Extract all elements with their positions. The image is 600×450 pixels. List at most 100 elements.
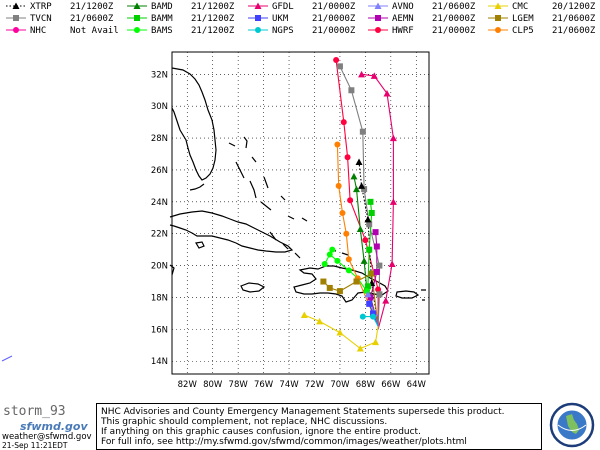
circle-icon: [246, 25, 272, 35]
track-point-aemn: [373, 268, 380, 275]
track-point-cmc: [300, 311, 308, 319]
legend-item-aemn: AEMN 21/0000Z: [366, 13, 475, 25]
map-frame: [171, 51, 430, 375]
circle-icon: [366, 25, 392, 35]
legend-marker-hwrf: [375, 27, 381, 33]
legend-marker-cmc: [494, 2, 502, 9]
track-point-cmc: [356, 344, 364, 352]
lon-tick-label: 80W: [203, 380, 223, 390]
track-point-gfdl: [382, 297, 390, 304]
legend-model-time: 21/0600Z: [432, 2, 476, 12]
cuba-coast: [169, 210, 294, 253]
yucatan-coast: [169, 264, 175, 276]
track-point-xtrp: [364, 215, 372, 223]
legend-marker-bamd: [133, 2, 141, 9]
legend-marker-clp5: [495, 27, 501, 33]
lat-tick-label: 22N: [151, 230, 168, 240]
track-point-gfdl: [389, 134, 397, 142]
lon-tick-label: 82W: [178, 380, 198, 390]
track-point-bams: [321, 261, 328, 268]
track-point-bams: [326, 251, 333, 258]
storm-name: storm_93: [3, 404, 66, 419]
legend-model-name: BAMM: [151, 14, 173, 24]
lon-tick-label: 68W: [356, 380, 376, 390]
track-point-lgem: [336, 288, 343, 295]
track-point-xtrp: [355, 158, 363, 165]
legend-item-lgem: LGEM 21/0600Z: [486, 13, 595, 25]
track-point-bamm: [364, 283, 371, 290]
track-point-lgem: [368, 270, 375, 277]
track-cmc: [304, 314, 379, 350]
disclaimer-line: This graphic should complement, not repl…: [101, 417, 388, 427]
square-icon: [366, 13, 392, 23]
track-point-tvcn: [359, 128, 366, 135]
track-point-bamm: [368, 210, 375, 216]
bahamas-islands: [228, 136, 308, 259]
legend-model-time: 21/1200Z: [191, 2, 235, 12]
legend-item-bamd: BAMD 21/1200Z: [125, 1, 234, 13]
lat-tick-label: 28N: [151, 134, 168, 144]
lat-tick-label: 14N: [151, 357, 168, 367]
track-point-gfdl: [383, 89, 391, 97]
legend-model-time: 20/1200Z: [552, 2, 596, 12]
legend-model-name: CMC: [512, 2, 529, 12]
footer-branding: storm_93 sfwmd.gov weather@sfwmd.gov 21-…: [2, 404, 102, 450]
legend-model-time: 21/0000Z: [432, 14, 476, 24]
legend-model-time: 21/0600Z: [552, 26, 596, 36]
lat-tick-label: 18N: [151, 293, 168, 303]
square-icon: [4, 13, 30, 23]
track-point-hwrf: [344, 154, 351, 161]
legend-model-name: AVNO: [392, 2, 414, 12]
track-point-aemn: [372, 229, 379, 236]
legend-marker-bams: [134, 27, 140, 33]
legend-model-time: 21/0000Z: [312, 26, 356, 36]
circle-icon: [4, 25, 30, 35]
triangle-icon: [246, 1, 272, 11]
triangle-icon: [366, 1, 392, 11]
legend-model-time: 21/1200Z: [191, 26, 235, 36]
legend-marker-ukm: [255, 15, 261, 21]
track-xtrp: [358, 161, 379, 327]
track-point-gfdl: [388, 260, 396, 268]
legend-marker-bamm: [134, 15, 140, 21]
hispaniola-coast: [293, 265, 389, 303]
track-point-hwrf: [375, 286, 382, 293]
track-point-tvcn: [361, 186, 368, 193]
legend-marker-lgem: [495, 15, 501, 21]
legend-model-time: Not Avail: [70, 26, 119, 36]
legend-model-name: LGEM: [512, 14, 534, 24]
legend-model-name: XTRP: [30, 2, 52, 12]
legend-model-name: BAMS: [151, 26, 173, 36]
triangle-icon: [486, 1, 512, 11]
lon-tick-label: 64W: [407, 380, 427, 390]
legend-item-xtrp: XTRP 21/1200Z: [4, 1, 113, 13]
legend-model-time: 21/1200Z: [191, 14, 235, 24]
triangle-icon: [4, 1, 30, 11]
track-point-bams: [345, 267, 352, 274]
legend-marker-avno: [374, 2, 382, 9]
lat-tick-label: 26N: [151, 166, 168, 176]
contact-email[interactable]: weather@sfwmd.gov: [2, 432, 92, 442]
lat-tick-label: 24N: [151, 198, 168, 208]
track-point-bamm: [366, 246, 373, 253]
florida-keys: [189, 183, 205, 191]
track-point-tvcn: [366, 221, 373, 228]
circle-icon: [125, 25, 151, 35]
track-point-cmc: [372, 338, 380, 346]
square-icon: [246, 13, 272, 23]
lon-tick-label: 74W: [279, 380, 299, 390]
legend-model-name: AEMN: [392, 14, 414, 24]
legend-marker-tvcn: [13, 15, 19, 21]
legend-model-time: 21/1200Z: [70, 2, 114, 12]
forecast-markers: [300, 56, 397, 352]
legend-item-nhc: NHC Not Avail: [4, 25, 119, 37]
lon-tick-label: 66W: [381, 380, 401, 390]
track-point-cmc: [316, 317, 324, 325]
track-point-clp5: [335, 182, 342, 189]
track-point-clp5: [345, 256, 352, 263]
legend-model-time: 21/0000Z: [312, 14, 356, 24]
track-point-tvcn: [376, 262, 383, 269]
legend-model-name: BAMD: [151, 2, 173, 12]
disclaimer-url-line[interactable]: For full info, see http://my.sfwmd.gov/s…: [101, 437, 467, 447]
disclaimer-box: NHC Advisories and County Emergency Mana…: [96, 403, 542, 450]
